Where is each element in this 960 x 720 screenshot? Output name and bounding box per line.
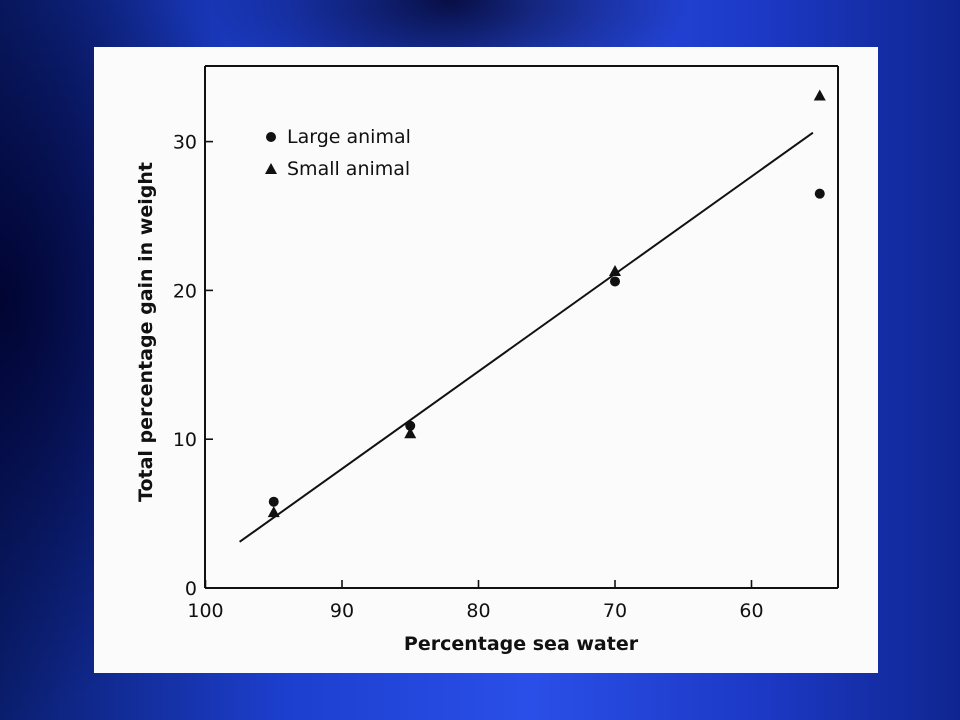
y-tick-label: 0 bbox=[185, 578, 197, 600]
scatter-chart: 100 90 80 70 60 0 10 20 30 Large animal Small ani… bbox=[135, 65, 839, 655]
chart-card: 100 90 80 70 60 0 10 20 30 Large animal Small ani… bbox=[94, 47, 878, 673]
legend-label: Large animal bbox=[287, 126, 411, 148]
x-tick-label: 60 bbox=[739, 600, 763, 622]
small-animal-point bbox=[609, 265, 621, 277]
legend-label: Small animal bbox=[287, 158, 410, 180]
small-animal-point bbox=[813, 89, 826, 101]
y-axis-label: Total percentage gain in weight bbox=[135, 162, 157, 502]
x-axis-label: Percentage sea water bbox=[404, 633, 639, 655]
data-points bbox=[267, 89, 826, 518]
x-tick-label: 90 bbox=[330, 600, 354, 622]
x-tick-label: 80 bbox=[466, 600, 490, 622]
legend-circle-marker bbox=[266, 132, 276, 142]
large-animal-point bbox=[814, 188, 825, 199]
large-animal-point bbox=[610, 276, 620, 287]
y-tick-label: 10 bbox=[173, 429, 197, 451]
x-tick-label: 70 bbox=[603, 600, 627, 622]
small-animal-point bbox=[404, 427, 417, 439]
legend: Large animal Small animal bbox=[265, 126, 411, 180]
y-tick-label: 30 bbox=[173, 132, 197, 154]
ticks: 100 90 80 70 60 0 10 20 30 bbox=[173, 132, 764, 622]
legend-triangle-marker bbox=[265, 163, 277, 174]
x-tick-label: 100 bbox=[187, 600, 223, 622]
small-animal-point bbox=[267, 506, 280, 518]
fit-line-group bbox=[239, 131, 814, 543]
large-animal-point bbox=[268, 496, 279, 507]
plot-frame bbox=[204, 65, 839, 589]
y-tick-label: 20 bbox=[173, 280, 197, 302]
large-animal-point bbox=[405, 420, 416, 431]
regression-line bbox=[239, 131, 814, 543]
